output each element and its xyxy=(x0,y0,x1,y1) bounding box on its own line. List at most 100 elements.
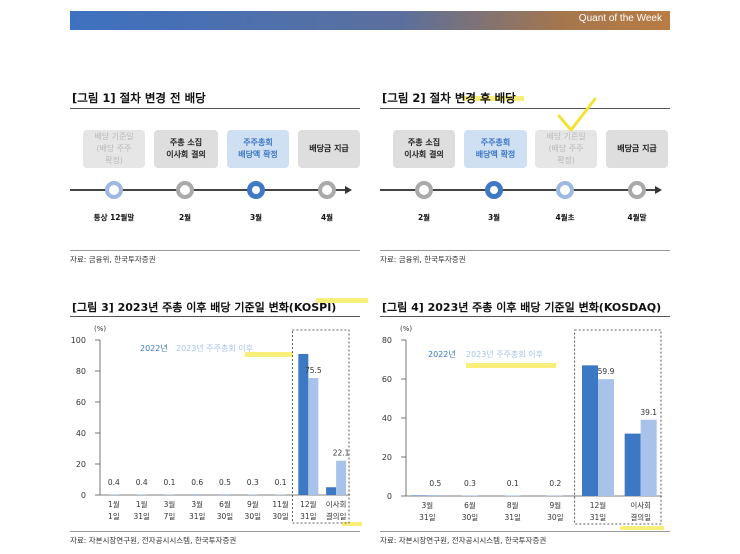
fig2-time-label-4: 4월말 xyxy=(627,213,647,222)
fig4-ytick-label: 20 xyxy=(382,453,392,462)
fig3-data-label: 0.1 xyxy=(163,478,175,487)
fig4-ytick-label: 0 xyxy=(387,492,392,501)
fig4-highlight-0 xyxy=(466,363,556,368)
fig4-xtick-label: 6월 xyxy=(464,500,476,510)
fig3-bar-2023 xyxy=(192,494,203,495)
fig4-ytick-label: 80 xyxy=(382,336,392,345)
fig3-xtick-label: 31일 xyxy=(300,512,317,521)
fig3-data-label: 75.5 xyxy=(305,366,322,375)
fig3-xtick-label: 3월 xyxy=(164,499,176,509)
fig3-xtick-label: 이사회 xyxy=(326,499,347,509)
fig3-xtick-label: 9월 xyxy=(247,499,259,509)
fig4-bar-2023 xyxy=(462,495,478,496)
fig2-title-rule xyxy=(380,108,670,109)
check-mark-icon xyxy=(557,97,597,132)
fig3-bar-2023 xyxy=(108,494,119,495)
fig4-legend-2022: 2022년 xyxy=(428,349,456,359)
fig2-timeline-arrow-icon xyxy=(655,186,662,194)
fig1-time-label-2: 2월 xyxy=(178,213,192,222)
fig3-highlight-0 xyxy=(245,352,293,357)
fig3-bar-2023 xyxy=(275,494,286,495)
fig4-source: 자료: 자본시장연구원, 전자공시시스템, 한국투자증권 xyxy=(380,536,547,545)
fig3-data-label: 0.4 xyxy=(136,478,148,487)
fig1-time-label-4: 4월 xyxy=(320,213,334,222)
fig1-node-1 xyxy=(105,181,123,199)
fig3-ytick-label: 80 xyxy=(76,367,86,376)
fig4-xtick-label: 30일 xyxy=(547,513,564,522)
fig3-xtick-label: 3월 xyxy=(191,499,203,509)
fig3-emphasis-box xyxy=(292,329,350,524)
fig3-source: 자료: 자본시장연구원, 전자공시시스템, 한국투자증권 xyxy=(70,536,237,545)
fig4-bar-2022 xyxy=(411,495,428,496)
fig4-data-label: 0.2 xyxy=(549,479,561,488)
fig2-time-label-2: 3월 xyxy=(487,213,501,222)
fig3-xtick-label: 31일 xyxy=(189,512,206,521)
fig4-highlight-1 xyxy=(620,526,664,530)
fig3-ytick-label: 60 xyxy=(76,398,86,407)
fig1-node-3 xyxy=(247,181,265,199)
fig3-unit-label: (%) xyxy=(94,325,106,333)
fig4-xtick-label: 이사회 xyxy=(630,500,651,510)
fig4-xtick-label: 12월 xyxy=(590,500,607,510)
fig3-data-label: 0.4 xyxy=(108,478,120,487)
fig3-bar-2023 xyxy=(308,377,319,495)
fig3-xtick-label: 7일 xyxy=(164,512,176,521)
fig2-title: [그림 2] 절차 변경 후 배당 xyxy=(382,91,516,105)
fig3-xtick-label: 30일 xyxy=(217,512,234,521)
fig3-bar-2022 xyxy=(298,353,309,495)
fig3-bar-2023 xyxy=(336,460,347,495)
fig4-data-label: 39.1 xyxy=(640,408,657,417)
fig4-data-label: 0.5 xyxy=(429,479,441,488)
fig3-bar-2022 xyxy=(326,487,337,495)
fig2-box-board-resolution: 주총 소집 이사회 결의 xyxy=(393,130,455,168)
fig4-xtick-label: 31일 xyxy=(590,513,607,522)
fig1-node-2 xyxy=(176,181,194,199)
fig4-bar-2023 xyxy=(598,379,614,496)
fig1-time-label-1: 통상 12월말 xyxy=(93,213,135,222)
fig4-xtick-label: 결의일 xyxy=(630,512,651,522)
fig2-node-2 xyxy=(485,181,503,199)
fig3-bottom-rule xyxy=(70,531,360,532)
fig4-xtick-label: 9월 xyxy=(549,500,561,510)
fig1-title-rule xyxy=(70,108,360,109)
fig3-xtick-label: 결의일 xyxy=(326,511,347,521)
fig4-chart: (%) 0 20 40 60 80 0.5 3월 31일 0.3 6월 30일 0.1 8월 31일 0.2 9… xyxy=(382,325,664,530)
fig4-unit-label: (%) xyxy=(400,325,412,333)
fig1-box-record-date: 배당 기준일 (배당 주주 확정) xyxy=(83,130,145,168)
fig4-legend-2023: 2023년 주주총회 이후 xyxy=(466,349,543,359)
fig1-title: [그림 1] 절차 변경 전 배당 xyxy=(72,91,206,105)
fig4-bottom-rule xyxy=(380,531,670,532)
fig3-ytick-label: 100 xyxy=(71,336,86,345)
fig3-bar-2023 xyxy=(136,494,147,495)
fig1-source: 자료: 금융위, 한국투자증권 xyxy=(70,255,156,264)
fig3-xtick-label: 1일 xyxy=(108,512,120,521)
header-bar: Quant of the Week xyxy=(70,11,670,30)
fig4-bar-2022 xyxy=(582,365,598,496)
fig1-timeline xyxy=(70,189,346,191)
fig3-chart: (%) 0 20 40 60 80 100 0.4 1월 1일 0.4 1월 31일 0.1 3월 7일 0.6… xyxy=(71,325,362,526)
fig2-box-record-date: 배당 기준일 (배당 주주 확정) xyxy=(535,130,597,168)
fig4-title: [그림 4] 2023년 주총 이후 배당 기준일 변화(KOSDAQ) xyxy=(382,301,662,314)
fig3-bar-2023 xyxy=(247,494,258,495)
fig3-data-label: 22.1 xyxy=(333,449,350,458)
fig2-bottom-rule xyxy=(380,250,670,251)
fig4-xtick-label: 31일 xyxy=(504,513,521,522)
fig2-box-payment: 배당금 지급 xyxy=(606,130,668,168)
fig1-node-4 xyxy=(318,181,336,199)
fig3-title-highlight xyxy=(316,298,368,303)
fig4-ytick-label: 40 xyxy=(382,414,392,423)
fig3-legend-2023: 2023년 주주총회 이후 xyxy=(176,343,253,353)
fig2-timeline xyxy=(380,189,656,191)
fig3-bar-2023 xyxy=(164,494,175,495)
fig4-title-rule xyxy=(380,316,670,317)
fig1-box-agm: 주주총회 배당액 확정 xyxy=(227,130,289,168)
fig2-title-highlight xyxy=(462,96,524,101)
fig3-xtick-label: 31일 xyxy=(133,512,150,521)
fig1-bottom-rule xyxy=(70,250,360,251)
fig4-ytick-label: 60 xyxy=(382,375,392,384)
header-title: Quant of the Week xyxy=(578,13,662,24)
fig4-bar-2023 xyxy=(547,495,564,496)
fig4-data-label: 0.3 xyxy=(464,479,476,488)
fig3-data-label: 0.3 xyxy=(247,478,259,487)
fig4-xtick-label: 30일 xyxy=(462,513,479,522)
